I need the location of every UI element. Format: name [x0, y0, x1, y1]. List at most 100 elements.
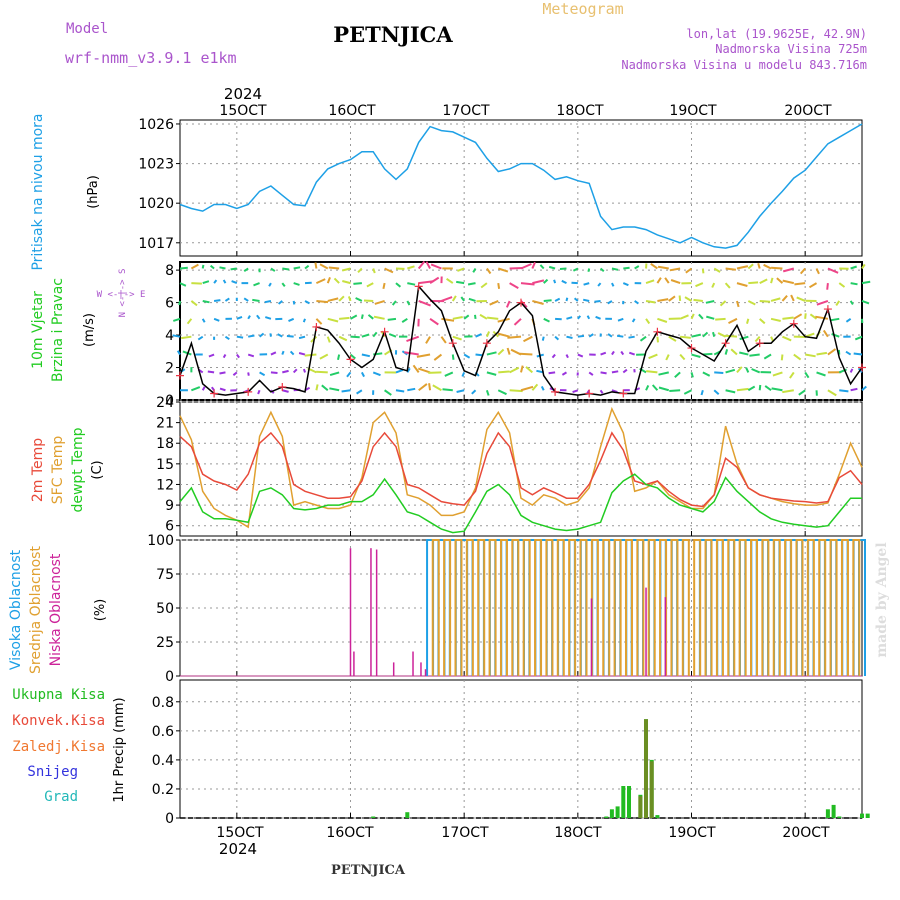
wind-vector [620, 350, 625, 356]
wind-gust-marker [653, 327, 662, 336]
wind-vector [382, 282, 386, 290]
wind-vector [264, 299, 272, 304]
wind-y-tick-label: 2 [165, 361, 174, 377]
wind-vector [406, 300, 411, 306]
pressure-unit: (hPa) [86, 175, 101, 209]
precip-y-tick-label: 0.8 [152, 695, 174, 711]
wind-compass-we: W <-|-> E [97, 290, 146, 300]
wind-vector [531, 261, 536, 269]
wind-vector [190, 300, 198, 307]
wind-vector [690, 313, 695, 320]
wind-vector [668, 295, 676, 302]
wind-vector [201, 264, 205, 269]
wind-vector [292, 300, 296, 305]
wind-vector [674, 371, 681, 378]
wind-vector [559, 267, 567, 270]
wind-vector [771, 266, 783, 270]
wind-vector [231, 280, 238, 285]
cloud-y-tick-label: 50 [156, 601, 174, 617]
wind-gust-marker [823, 305, 832, 314]
wind-vector [406, 335, 420, 343]
wind-vector [805, 353, 816, 358]
wind-vector [346, 371, 352, 378]
wind-vector [815, 268, 820, 275]
precip-total-bar [837, 816, 842, 818]
wind-vector [201, 318, 206, 323]
cloud-unit: (%) [93, 599, 108, 622]
wind-vector [577, 315, 582, 320]
wind-vector [668, 335, 677, 342]
wind-vector [582, 298, 590, 302]
wind-vector [471, 389, 477, 395]
wind-vector [341, 267, 351, 272]
wind-vector [407, 282, 416, 286]
wind-vector [428, 371, 442, 374]
wind-vector [509, 366, 520, 374]
wind-vector [826, 283, 829, 290]
wind-vector [395, 282, 402, 288]
wind-vector [548, 371, 556, 375]
bottom-year-label: 2024 [219, 840, 257, 858]
cloud-mid-bar [670, 539, 679, 676]
wind-vector [181, 335, 192, 340]
wind-vector [628, 351, 635, 356]
wind-vector [342, 280, 351, 285]
wind-vector [360, 371, 365, 378]
wind-vector [269, 333, 272, 337]
precip-legend-total: Ukupna Kisa [12, 687, 105, 703]
wind-vector [509, 282, 519, 289]
wind-vector [319, 353, 329, 360]
wind-vector [446, 277, 454, 284]
wind-vector [178, 300, 181, 306]
wind-gust-marker [380, 327, 389, 336]
wind-vector [236, 335, 244, 339]
wind-gust-marker [585, 389, 594, 398]
wind-vector [622, 282, 629, 287]
wind-vector [714, 371, 724, 374]
wind-vector [329, 387, 340, 392]
cloud-label-mid: Srednja Oblacnost [28, 546, 44, 674]
cloud-mid-bar [636, 539, 645, 676]
temp-y-tick-label: 6 [165, 519, 174, 535]
cloud-mid-bar [647, 539, 656, 676]
wind-vector [222, 279, 227, 284]
temp-label-dew: dewpt Temp [70, 427, 86, 512]
wind-vector [713, 267, 721, 273]
wind-vector [600, 351, 607, 356]
wind-gust-marker [721, 339, 730, 348]
wind-vector [468, 297, 476, 302]
wind-vector [816, 371, 826, 377]
wind-vector [407, 265, 415, 270]
wind-vector [781, 295, 788, 302]
wind-vector [452, 316, 463, 320]
wind-vector [202, 299, 210, 304]
wind-vector [543, 299, 552, 302]
wind-vector [532, 299, 544, 305]
wind-gust-marker [244, 387, 253, 396]
wind-vector [360, 314, 364, 320]
wind-vector [838, 282, 846, 288]
wind-vector [782, 279, 795, 285]
cloud-mid-bar [738, 539, 747, 676]
wind-vector [417, 367, 431, 374]
wind-vector [658, 386, 670, 392]
wind-vector [497, 282, 501, 289]
wind-vector [190, 263, 199, 270]
wind-vector [457, 267, 465, 272]
wind-vector [361, 333, 370, 338]
bottom-tick-16oct: 16OCT [326, 825, 374, 841]
temp-dewpt-line [179, 473, 862, 534]
wind-vector [384, 267, 394, 274]
model-name: wrf-nmm_v3.9.1 e1km [65, 49, 237, 67]
wind-gust-marker [789, 319, 798, 328]
top-tick-19oct: 19OCT [669, 103, 717, 119]
wind-vector [302, 368, 306, 373]
wind-vector [763, 353, 772, 360]
wind-vector [372, 268, 376, 274]
cloud-mid-bar [772, 539, 781, 676]
wind-vector [724, 349, 729, 355]
wind-vector [270, 371, 278, 374]
wind-vector [634, 300, 639, 305]
wind-vector [790, 294, 795, 302]
